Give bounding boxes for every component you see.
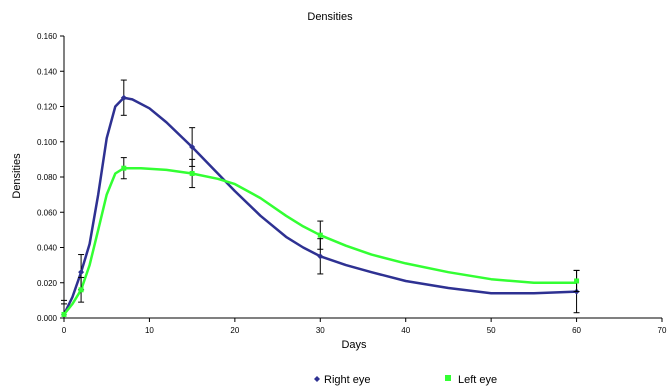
y-tick-label: 0.160 xyxy=(37,32,58,41)
left-eye-point xyxy=(189,170,195,176)
legend-right-eye-marker xyxy=(314,376,320,382)
legend-left-eye-marker xyxy=(445,375,451,381)
right-eye-point xyxy=(78,269,85,276)
x-tick-label: 50 xyxy=(487,326,496,335)
left-eye-point xyxy=(317,232,323,238)
left-eye-line xyxy=(63,166,577,316)
series-left-eye xyxy=(61,157,580,319)
chart-title: Densities xyxy=(307,11,353,23)
y-tick-label: 0.000 xyxy=(37,314,58,323)
y-tick-label: 0.060 xyxy=(37,208,58,217)
x-tick-label: 0 xyxy=(62,326,67,335)
y-tick-label: 0.100 xyxy=(37,138,58,147)
y-tick-label: 0.020 xyxy=(37,279,58,288)
series-layer xyxy=(61,79,580,319)
right-eye-line xyxy=(62,96,577,316)
x-axis-title: Days xyxy=(341,339,367,351)
x-tick-group: 0 10 20 30 40 50 60 70 xyxy=(62,318,667,335)
x-tick-label: 40 xyxy=(401,326,410,335)
y-tick-label: 0.080 xyxy=(37,173,58,182)
x-tick-label: 30 xyxy=(316,326,325,335)
legend-left-eye-label: Left eye xyxy=(458,374,497,386)
x-tick-label: 10 xyxy=(145,326,154,335)
y-tick-label: 0.040 xyxy=(37,244,58,253)
left-eye-point xyxy=(574,278,580,284)
y-tick-group: 0.000 0.020 0.040 0.060 0.080 0.100 0.120 0.140… xyxy=(37,32,64,323)
left-eye-point xyxy=(61,311,67,317)
right-eye-point xyxy=(317,253,324,260)
x-tick-label: 20 xyxy=(230,326,239,335)
right-eye-point xyxy=(120,94,127,101)
y-tick-label: 0.120 xyxy=(37,103,58,112)
y-axis-title: Densities xyxy=(11,153,23,199)
y-tick-label: 0.140 xyxy=(37,67,58,76)
left-eye-point xyxy=(78,287,84,293)
legend-right-eye-label: Right eye xyxy=(324,374,370,386)
series-right-eye xyxy=(61,79,580,319)
legend: Right eye Left eye xyxy=(314,374,497,386)
right-eye-point xyxy=(189,144,196,151)
x-tick-label: 60 xyxy=(572,326,581,335)
left-eye-point xyxy=(121,165,127,171)
x-tick-label: 70 xyxy=(658,326,667,335)
